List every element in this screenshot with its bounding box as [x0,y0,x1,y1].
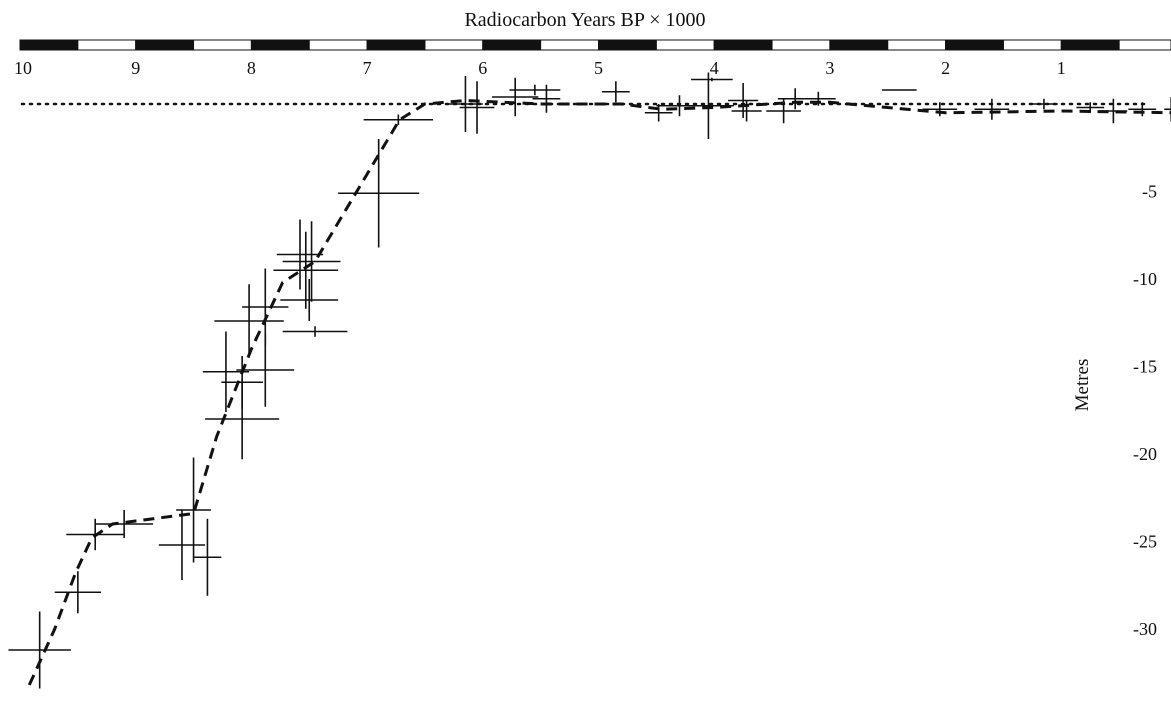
scale-bar-segment [424,39,484,51]
scale-bar-segment [829,39,889,51]
sample-cross [221,356,263,409]
scale-bar-segment [655,39,715,51]
sample-cross [338,139,420,248]
scale-bar-segment [1002,39,1062,51]
sample-cross [242,268,289,346]
sample-cross [8,611,71,689]
sample-cross [728,83,759,118]
x-tick-label: 3 [825,58,834,78]
sample-cross [1128,102,1157,117]
sample-cross [214,284,284,358]
chart-title: Radiocarbon Years BP × 1000 [464,9,705,31]
scale-bar-segment [308,39,368,51]
x-tick-label: 5 [594,58,603,78]
x-tick-label: 9 [131,58,140,78]
y-tick-label: -15 [1133,357,1157,377]
x-tick-label: 10 [14,58,32,78]
sample-cross [282,221,341,302]
scale-bar-segment [135,39,195,51]
x-tick-label: 6 [478,58,487,78]
sea-level-curve [27,98,1171,686]
sample-cross [922,102,958,117]
scale-bar-segment [540,39,600,51]
scale-bar-segment [771,39,831,51]
y-tick-label: -25 [1133,532,1157,552]
sample-cross [492,77,539,117]
scale-bar-segment [250,39,310,51]
sample-cross [273,231,339,309]
sample-cross [95,510,154,538]
scale-bar-segment [193,39,252,51]
sample-cross [193,518,222,596]
scale-bar-segment [77,39,137,51]
sample-cross [280,279,339,321]
sample-cross [509,84,561,96]
sample-cross [1164,97,1171,122]
sample-cross [282,326,348,337]
scale-bar-segment [713,39,773,51]
sample-error-crosses [8,72,1171,689]
y-tick-label: -20 [1133,444,1157,464]
sample-cross [601,81,630,103]
scale-bar-segment [1060,39,1120,51]
y-tick-label: -10 [1133,269,1157,289]
sample-cross [54,571,101,614]
scale-bar-segment [598,39,657,51]
sample-cross [974,98,1010,120]
x-tick-label: 8 [247,58,256,78]
sample-cross [532,84,561,113]
scale-bar-segment [945,39,1004,51]
x-tick-label: 7 [363,58,372,78]
scale-bar-segment [1118,39,1171,51]
scale-bar-segment [482,39,542,51]
x-axis-tick-labels: 10 9 8 7 6 5 4 3 2 1 [14,58,1066,78]
x-tick-label: 4 [710,58,719,78]
x-scale-bar [19,39,1171,51]
y-tick-label: -30 [1133,619,1157,639]
sample-cross [691,77,733,82]
scale-bar-segment [19,39,79,51]
sample-cross [176,457,211,563]
sample-cross [158,510,206,580]
y-axis-tick-labels: -5 -10 -15 -20 -25 -30 [1133,182,1157,640]
sample-cross [363,114,434,125]
sample-cross [644,104,673,122]
x-tick-label: 1 [1057,58,1066,78]
y-tick-label: -5 [1142,182,1157,202]
sample-cross [276,219,324,290]
sample-cross [459,81,495,134]
y-axis-label: Metres [1072,359,1093,412]
scale-bar-segment [366,39,426,51]
sample-cross [1030,98,1058,110]
x-tick-label: 2 [941,58,950,78]
scale-bar-segment [887,39,947,51]
